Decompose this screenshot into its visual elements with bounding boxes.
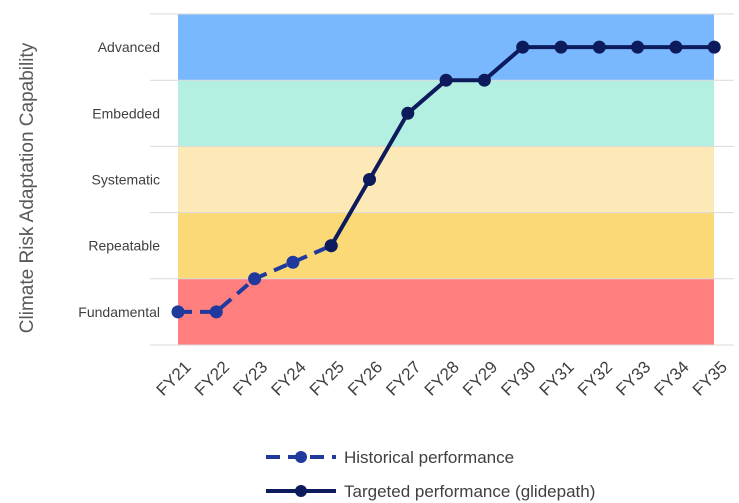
y-tick-label-systematic: Systematic	[92, 172, 160, 188]
legend-targeted-marker	[295, 485, 307, 497]
band-repeatable	[178, 212, 714, 279]
data-point-fy34	[669, 40, 683, 54]
data-point-fy31	[554, 40, 568, 54]
legend: Historical performance Targeted performa…	[266, 448, 595, 501]
y-tick-label-embedded: Embedded	[92, 105, 160, 121]
data-point-fy35	[707, 40, 721, 54]
x-tick-label-fy32: FY32	[574, 357, 616, 399]
legend-historical-marker	[295, 451, 307, 463]
data-point-fy22	[209, 305, 223, 319]
series-layer	[171, 40, 721, 319]
y-tick-label-repeatable: Repeatable	[88, 238, 160, 254]
data-point-fy25	[324, 239, 338, 253]
band-fundamental	[178, 278, 714, 345]
y-axis-title: Climate Risk Adaptation Capability	[17, 42, 38, 333]
data-point-fy29	[477, 73, 491, 87]
data-point-fy24	[286, 255, 300, 269]
x-tick-label-fy21: FY21	[153, 357, 195, 399]
x-tick-label-fy31: FY31	[536, 357, 578, 399]
x-tick-label-fy26: FY26	[344, 357, 386, 399]
x-tick-label-fy25: FY25	[306, 357, 348, 399]
data-point-fy23	[248, 272, 262, 286]
y-tick-label-fundamental: Fundamental	[78, 304, 160, 320]
data-point-fy33	[631, 40, 645, 54]
capability-bands	[178, 14, 714, 345]
x-tick-label-fy33: FY33	[612, 357, 654, 399]
x-tick-label-fy22: FY22	[191, 357, 233, 399]
gridlines	[150, 13, 734, 346]
data-point-fy27	[401, 106, 415, 120]
x-tick-label-fy30: FY30	[497, 357, 539, 399]
x-tick-label-fy23: FY23	[229, 357, 271, 399]
x-tick-label-fy28: FY28	[421, 357, 463, 399]
x-tick-label-fy29: FY29	[459, 357, 501, 399]
legend-targeted-label: Targeted performance (glidepath)	[344, 482, 595, 501]
x-tick-label-fy35: FY35	[689, 357, 731, 399]
x-tick-labels: FY21FY22FY23FY24FY25FY26FY27FY28FY29FY30…	[153, 357, 731, 399]
band-embedded	[178, 80, 714, 147]
series-targeted	[324, 40, 721, 253]
data-point-fy32	[592, 40, 606, 54]
band-systematic	[178, 146, 714, 213]
x-tick-label-fy27: FY27	[382, 357, 424, 399]
y-tick-label-advanced: Advanced	[98, 39, 160, 55]
data-point-fy26	[363, 173, 376, 186]
data-point-fy21	[171, 305, 185, 319]
legend-historical-label: Historical performance	[344, 448, 514, 467]
x-tick-label-fy24: FY24	[268, 357, 310, 399]
data-point-fy30	[516, 40, 530, 54]
data-point-fy28	[439, 73, 453, 87]
x-tick-label-fy34: FY34	[651, 357, 693, 399]
y-tick-labels: Fundamental Repeatable Systematic Embedded A…	[78, 39, 160, 320]
